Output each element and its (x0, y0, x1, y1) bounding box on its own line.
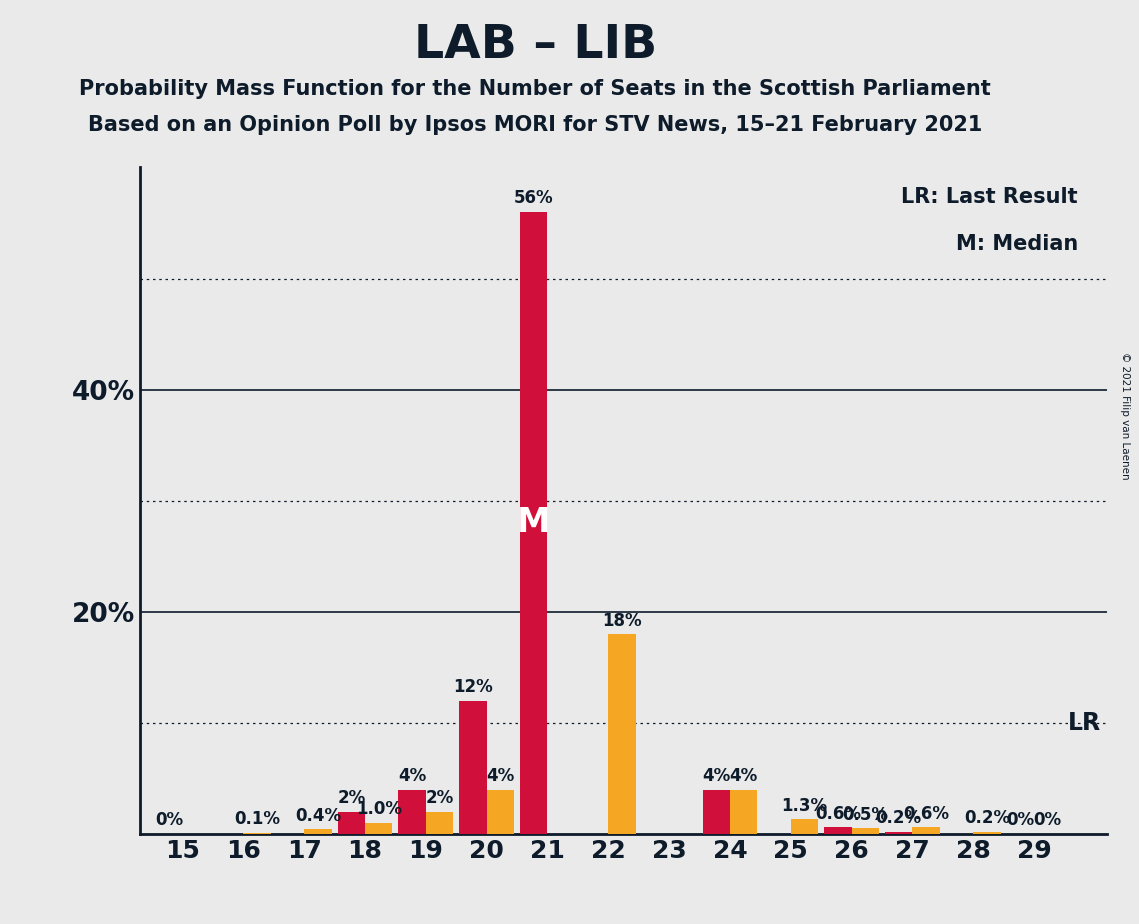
Bar (825, 827, 852, 834)
Text: LAB – LIB: LAB – LIB (413, 23, 657, 68)
Text: 0.1%: 0.1% (235, 810, 280, 829)
Text: 0%: 0% (1006, 811, 1034, 830)
Bar (973, 832, 1000, 834)
Bar (337, 811, 366, 834)
Text: 4%: 4% (486, 767, 515, 785)
Text: 4%: 4% (702, 767, 730, 785)
Text: LR: LR (1067, 711, 1100, 735)
Text: 2%: 2% (426, 789, 453, 808)
Text: 0%: 0% (155, 811, 183, 830)
Text: 12%: 12% (453, 678, 493, 696)
Text: Probability Mass Function for the Number of Seats in the Scottish Parliament: Probability Mass Function for the Number… (80, 79, 991, 99)
Bar (885, 832, 912, 834)
Bar (304, 830, 331, 834)
Bar (703, 789, 730, 834)
Text: 1.3%: 1.3% (781, 797, 827, 815)
Bar (912, 827, 940, 834)
Bar (730, 789, 757, 834)
Text: 0.2%: 0.2% (876, 809, 921, 827)
Bar (852, 829, 879, 834)
Text: © 2021 Filip van Laenen: © 2021 Filip van Laenen (1121, 352, 1130, 480)
Text: 1.0%: 1.0% (355, 800, 402, 819)
Bar (399, 789, 426, 834)
Text: M: Median: M: Median (956, 234, 1077, 254)
Text: 2%: 2% (337, 789, 366, 808)
Text: 18%: 18% (603, 612, 641, 629)
Bar (459, 700, 486, 834)
Bar (366, 823, 393, 834)
Text: 0%: 0% (1033, 811, 1062, 830)
Bar (486, 789, 514, 834)
Bar (608, 634, 636, 834)
Text: Based on an Opinion Poll by Ipsos MORI for STV News, 15–21 February 2021: Based on an Opinion Poll by Ipsos MORI f… (88, 115, 983, 135)
Text: M: M (517, 506, 550, 540)
Bar (790, 820, 818, 834)
Bar (244, 833, 271, 834)
Text: 4%: 4% (398, 767, 426, 785)
Text: 0.2%: 0.2% (964, 809, 1010, 827)
Text: LR: Last Result: LR: Last Result (901, 188, 1077, 208)
Text: 0.6%: 0.6% (903, 805, 949, 823)
Text: 56%: 56% (514, 189, 554, 208)
Bar (426, 811, 453, 834)
Bar (521, 212, 548, 834)
Text: 4%: 4% (729, 767, 757, 785)
Text: 0.6%: 0.6% (814, 805, 861, 823)
Text: 0.5%: 0.5% (842, 806, 888, 824)
Text: 0.4%: 0.4% (295, 807, 341, 825)
